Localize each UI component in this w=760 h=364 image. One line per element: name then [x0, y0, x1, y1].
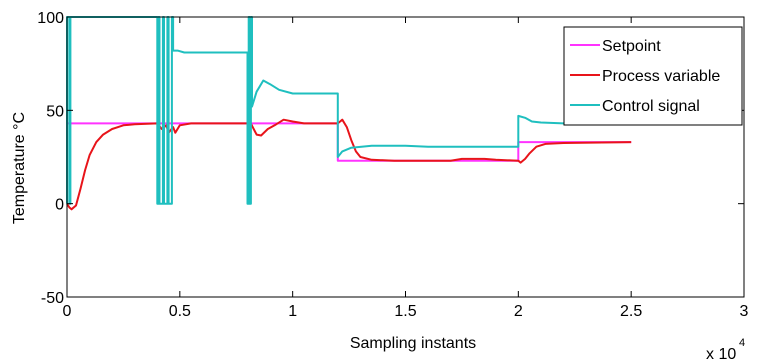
x-tick-label: 1.5 [394, 303, 416, 320]
legend: Setpoint Process variable Control signal [563, 26, 743, 126]
y-tick-label: 100 [37, 10, 64, 27]
x-axis-multiplier-exponent: 4 [739, 337, 745, 349]
y-tick-label: -50 [41, 290, 64, 307]
legend-label: Setpoint [602, 38, 661, 55]
y-tick-label: 50 [46, 103, 64, 120]
x-axis-label: Sampling instants [350, 335, 476, 352]
x-tick-label: 0 [63, 303, 72, 320]
x-tick-label: 3 [740, 303, 749, 320]
series-line-process-variable [66, 118, 632, 211]
series-line-setpoint [67, 122, 632, 162]
x-axis-multiplier: x 10 [706, 346, 736, 363]
x-tick-label: 0.5 [169, 303, 191, 320]
x-tick-label: 2.5 [620, 303, 642, 320]
x-tick-label: 2 [514, 303, 523, 320]
legend-label: Control signal [602, 98, 700, 115]
y-tick-label: 0 [55, 197, 64, 214]
y-axis-label: Temperature °C [11, 112, 28, 224]
legend-label: Process variable [602, 68, 720, 85]
x-tick-label: 1 [288, 303, 297, 320]
